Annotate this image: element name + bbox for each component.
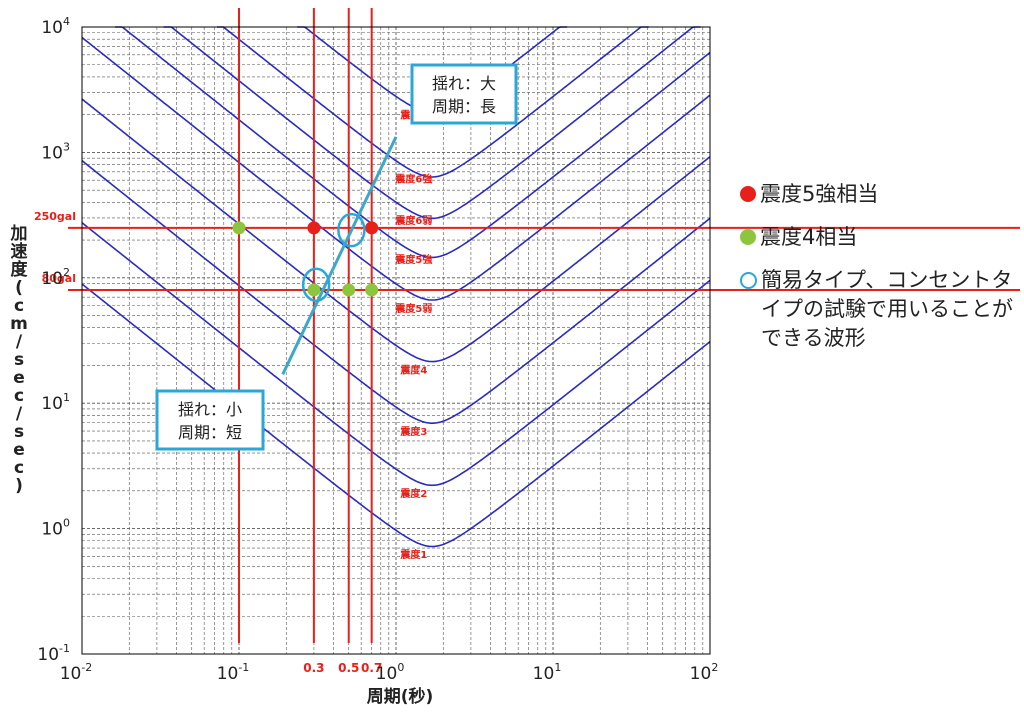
legend-label-test-waveform: 簡易タイプ、コンセントタイプの試験で用いることができる波形 — [761, 266, 1020, 353]
x-tick-label-exponent: 2 — [711, 661, 718, 674]
legend-label-intensity4: 震度4相当 — [760, 223, 857, 252]
x-tick-label-text: 100 — [376, 661, 405, 684]
ring-icon — [740, 272, 757, 289]
data-point — [307, 283, 320, 296]
data-point — [365, 221, 378, 234]
x-tick-label-text: 101 — [533, 661, 562, 684]
y-tick-label: 102 — [41, 266, 70, 289]
x-tick-label: 100 — [376, 661, 405, 684]
y-axis-label-char: 度 — [8, 261, 30, 279]
intensity-curve-label: 震度6弱 — [395, 214, 432, 227]
y-tick-label-text: 10-1 — [37, 642, 70, 665]
y-tick-label: 10-1 — [37, 642, 70, 665]
acceleration-line-label: 250gal — [34, 210, 76, 223]
y-axis-label-char: c — [8, 297, 30, 315]
legend-item-intensity4: 震度4相当 — [740, 223, 1020, 252]
legend-label-strong5: 震度5強相当 — [760, 180, 878, 209]
y-axis-label-char: c — [8, 459, 30, 477]
y-axis-label-char: ( — [8, 279, 30, 297]
intensity-curve-label: 震度1 — [400, 548, 427, 561]
intensity-curve-label: 震度5弱 — [395, 302, 432, 315]
y-tick-label-text: 101 — [41, 391, 70, 414]
period-line-label: 0.5 — [338, 661, 359, 675]
y-tick-label: 104 — [41, 15, 70, 38]
y-axis-label-char: / — [8, 405, 30, 423]
x-tick-label-text: 102 — [690, 661, 719, 684]
callout-line-2: 周期：長 — [432, 97, 496, 116]
y-axis-label-char: e — [8, 369, 30, 387]
y-tick-label-exponent: 2 — [63, 266, 70, 279]
y-axis-label-char: s — [8, 351, 30, 369]
y-axis-label-char: s — [8, 423, 30, 441]
data-point — [307, 221, 320, 234]
x-tick-label: 102 — [690, 661, 719, 684]
y-axis-label-char: m — [8, 315, 30, 333]
y-axis-label-char: / — [8, 333, 30, 351]
x-tick-label: 10-2 — [60, 661, 93, 684]
x-tick-label: 101 — [533, 661, 562, 684]
intensity-curve-label: 震度6強 — [395, 173, 432, 186]
legend-item-strong5: 震度5強相当 — [740, 180, 1020, 209]
y-tick-label-text: 103 — [41, 140, 70, 163]
intensity-curve-label: 震度5強 — [395, 253, 432, 266]
legend-item-test-waveform: 簡易タイプ、コンセントタイプの試験で用いることができる波形 — [740, 266, 1020, 353]
callout-line-1: 揺れ：小 — [178, 400, 242, 419]
y-axis-label-char: ) — [8, 477, 30, 495]
y-tick-label-exponent: -1 — [59, 642, 70, 655]
green-dot-icon — [740, 229, 756, 245]
x-tick-label-text: 10-1 — [217, 661, 250, 684]
y-axis-label: 加速度(c m / s e c / s e c) — [8, 225, 30, 495]
y-tick-label-text: 102 — [41, 266, 70, 289]
y-axis-label-char: c — [8, 387, 30, 405]
x-tick-label-text: 10-2 — [60, 661, 93, 684]
intensity-curve-label: 震度3 — [400, 425, 427, 438]
data-point — [233, 221, 246, 234]
y-axis-label-char: 速 — [8, 243, 30, 261]
x-tick-label-exponent: 0 — [397, 661, 404, 674]
y-tick-label-text: 100 — [41, 517, 70, 540]
y-axis-label-text: 加速度(c m / s e c / s e c) — [8, 225, 30, 495]
y-tick-label-exponent: 1 — [63, 391, 70, 404]
x-tick-label-exponent: -1 — [238, 661, 249, 674]
data-point — [342, 283, 355, 296]
y-tick-label-exponent: 3 — [63, 140, 70, 153]
red-dot-icon — [740, 186, 756, 202]
x-tick-label-exponent: 1 — [554, 661, 561, 674]
y-tick-label-exponent: 4 — [63, 15, 70, 28]
y-tick-label-text: 104 — [41, 15, 70, 38]
x-tick-label-exponent: -2 — [81, 661, 92, 674]
y-tick-label: 103 — [41, 140, 70, 163]
data-point — [365, 283, 378, 296]
y-tick-label: 100 — [41, 517, 70, 540]
period-line-label: 0.3 — [303, 661, 324, 675]
callout-line-1: 揺れ：大 — [432, 74, 496, 93]
x-tick-label: 10-1 — [217, 661, 250, 684]
y-tick-label: 101 — [41, 391, 70, 414]
intensity-curve-label: 震度2 — [400, 487, 427, 500]
legend: 震度5強相当 震度4相当 簡易タイプ、コンセントタイプの試験で用いることができる… — [740, 180, 1020, 367]
y-tick-label-exponent: 0 — [63, 517, 70, 530]
y-axis-label-char: e — [8, 441, 30, 459]
x-axis-label: 周期(秒) — [350, 682, 450, 707]
y-axis-label-char: 加 — [8, 225, 30, 243]
callout-line-2: 周期：短 — [178, 423, 242, 442]
intensity-curve-label: 震度4 — [400, 363, 427, 376]
